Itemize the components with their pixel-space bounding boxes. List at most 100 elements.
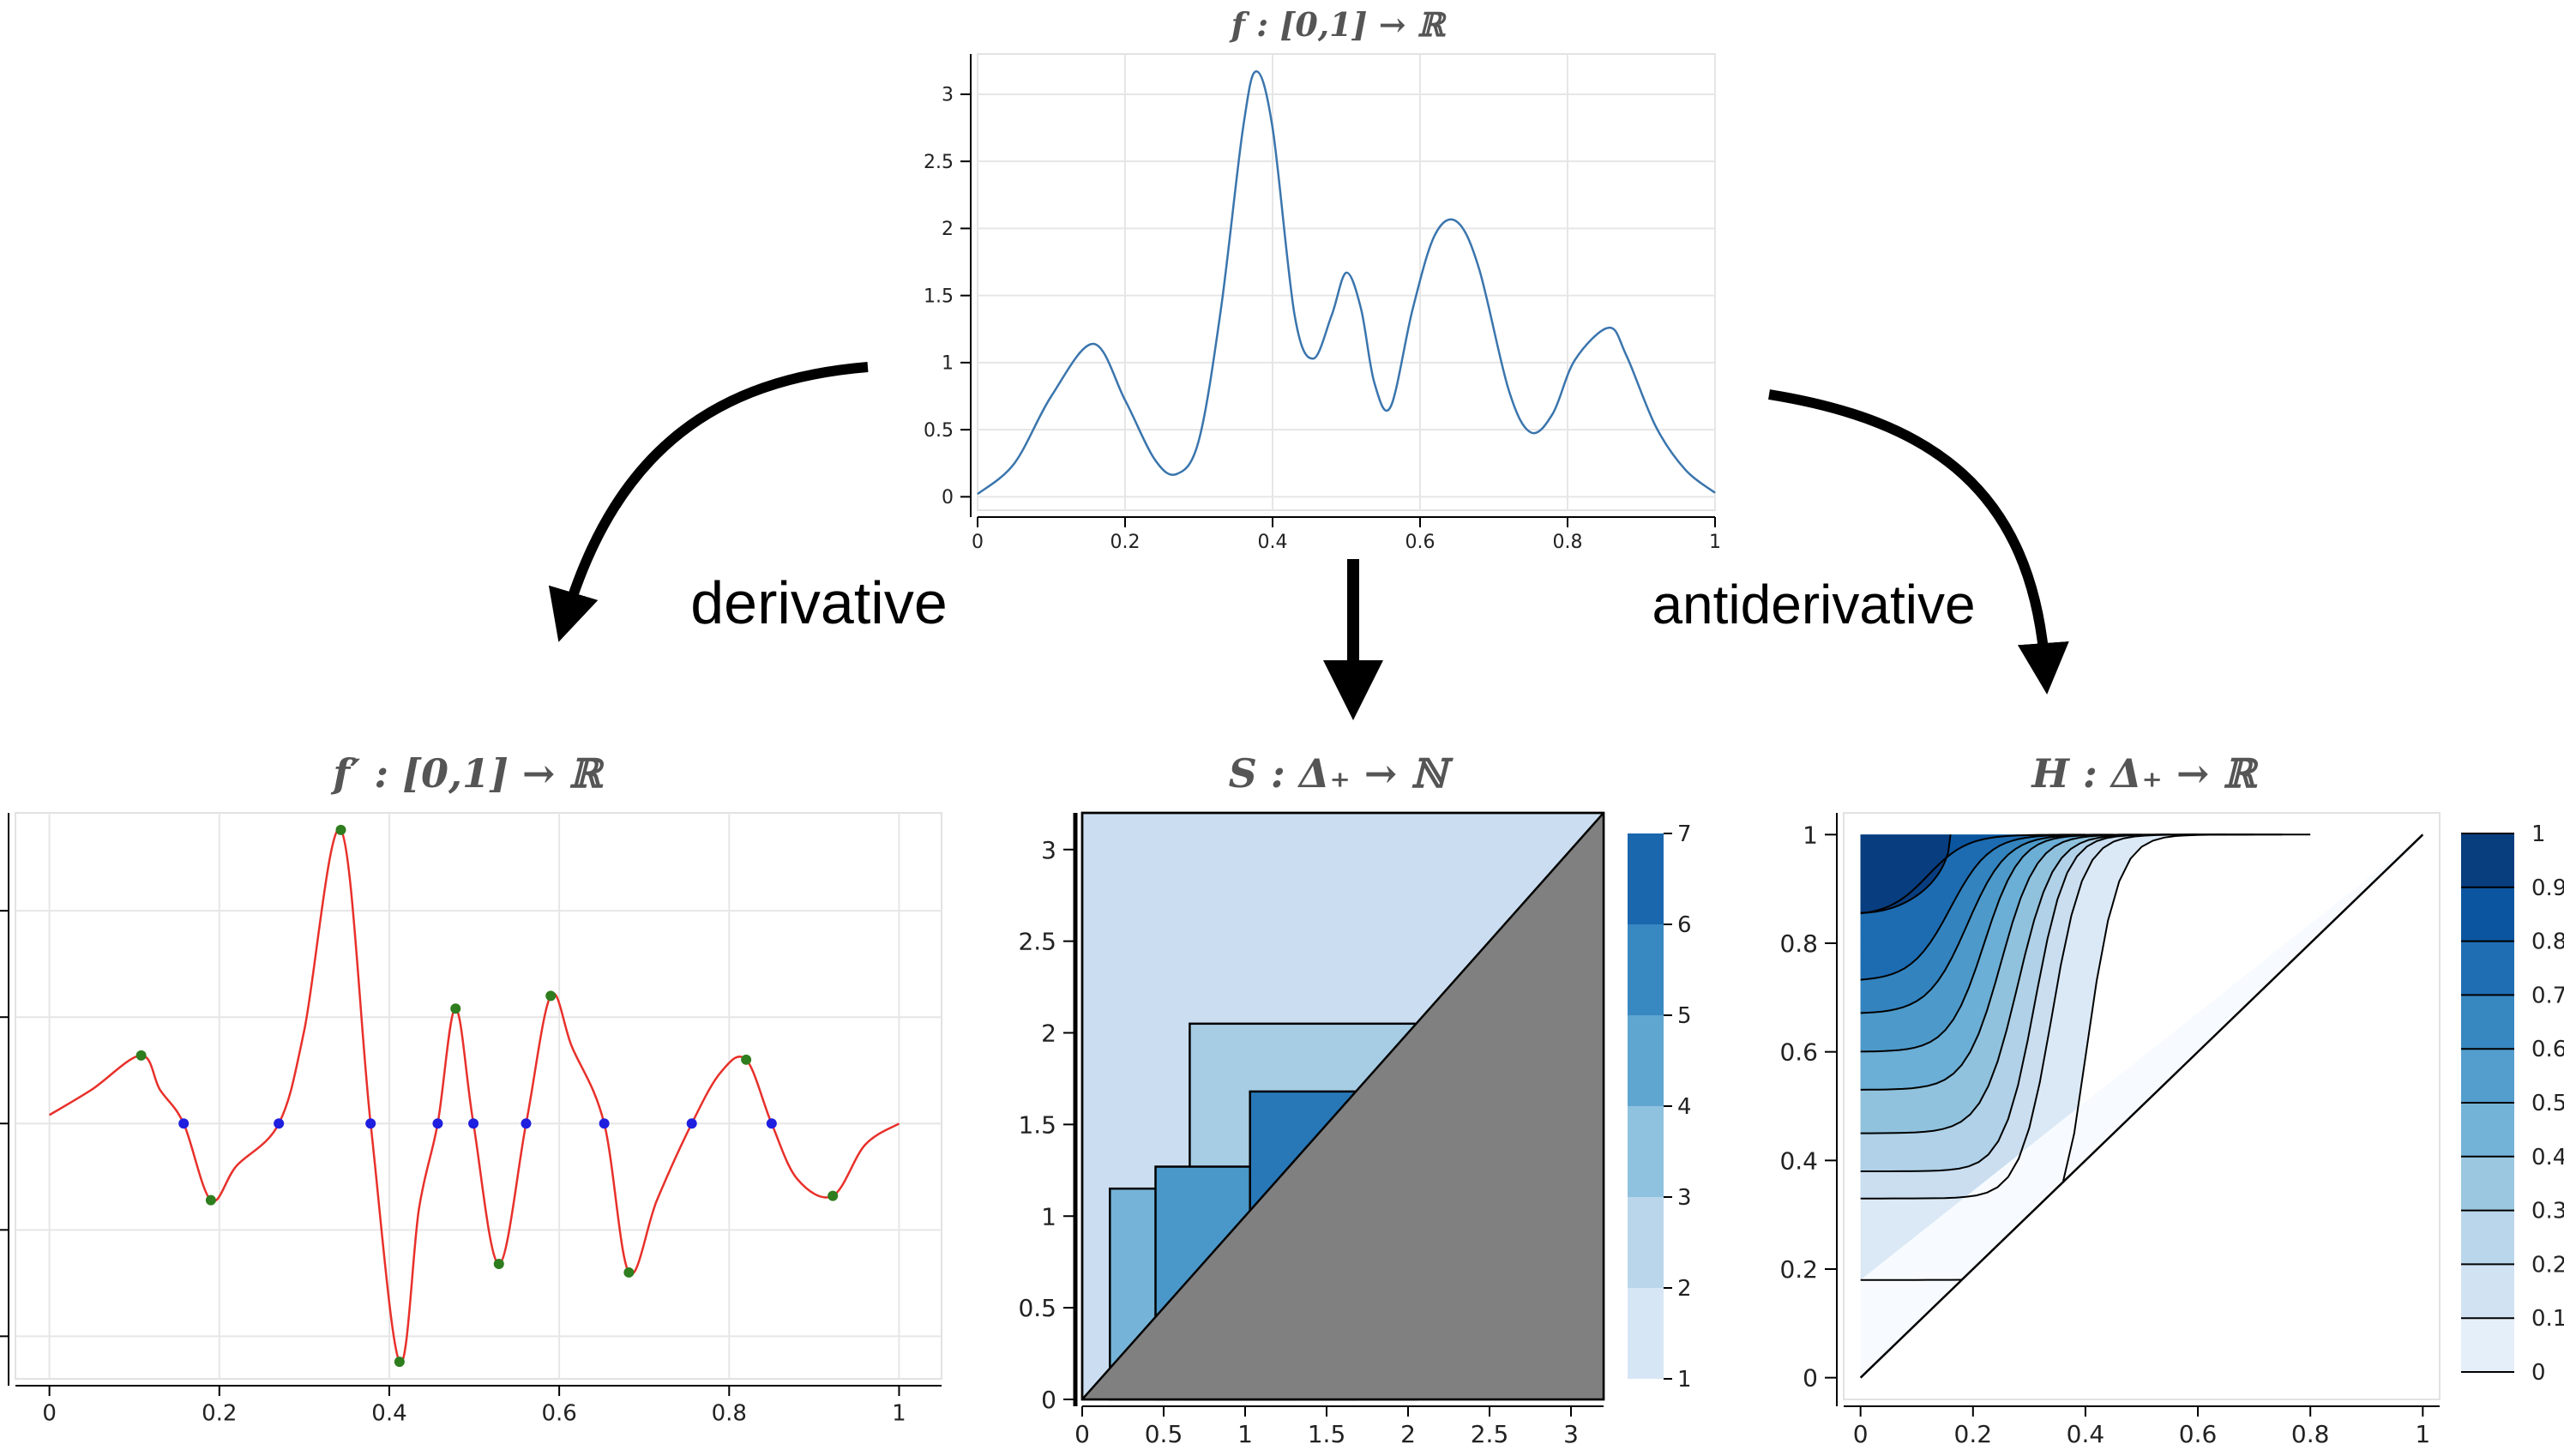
colorbar-tick-label: 0.5 [2531, 1091, 2564, 1116]
colorbar-tick-label: 0.9 [2531, 875, 2564, 901]
x-tick-label: 0.4 [371, 1401, 406, 1427]
chart-f-prime: 0 0.2 0.4 0.6 0.8 1 [0, 812, 942, 1427]
y-tick-label: 2.5 [1018, 928, 1056, 956]
colorbar-band [2461, 887, 2514, 942]
title-f-prime: f′ : [0,1] → ℝ [330, 750, 605, 797]
x-tick-label: 3 [1563, 1420, 1579, 1448]
contour-band [1860, 834, 1951, 1378]
colorbar: 0 0.1 0.2 0.3 0.4 0.5 0.6 0.7 0.8 0.9 1 [2461, 821, 2564, 1386]
extremum-point [335, 824, 346, 835]
x-tick-label: 0.8 [712, 1401, 747, 1427]
f-curve [977, 70, 1716, 496]
x-tick-label: 1 [1237, 1420, 1253, 1448]
extremum-point [493, 1259, 504, 1270]
extremum-point [741, 1054, 752, 1065]
critical-point [686, 1118, 697, 1129]
critical-point [178, 1118, 190, 1129]
chart-f: 0 0.2 0.4 0.6 0.8 1 0 0.5 1 1.5 2 2.5 3 [924, 53, 1721, 553]
axes: 0 0.2 0.4 0.6 0.8 1 0 0.2 0.4 0.6 0.8 1 [1779, 813, 2440, 1448]
colorbar-band [2461, 1318, 2514, 1372]
x-tick-label: 0.6 [541, 1401, 576, 1427]
y-tick-label: 1 [942, 353, 954, 375]
colorbar-tick-label: 0.2 [2531, 1252, 2564, 1278]
colorbar-band [1628, 1106, 1664, 1197]
f-prime-curve [48, 827, 900, 1364]
y-tick-label: 0.8 [1779, 930, 1818, 958]
colorbar-band [2461, 995, 2514, 1050]
colorbar-band [2461, 1049, 2514, 1103]
x-tick-label: 0.8 [2291, 1420, 2330, 1448]
colorbar-band [1628, 833, 1664, 924]
y-tick-label: 1.5 [924, 286, 954, 307]
x-tick-label: 1 [1709, 532, 1721, 553]
x-tick-label: 1 [2415, 1420, 2430, 1448]
diagonal-line [1859, 833, 2424, 1379]
extremum-point [828, 1190, 839, 1201]
colorbar: 1 2 3 4 5 6 7 [1628, 821, 1692, 1393]
y-tick-label: 0.4 [1779, 1146, 1818, 1175]
x-tick-label: 0.6 [2179, 1420, 2218, 1448]
colorbar-band [2461, 833, 2514, 887]
x-tick-label: 0.5 [1145, 1420, 1183, 1448]
x-tick-label: 1.5 [1308, 1420, 1346, 1448]
y-tick-label: 1 [1803, 821, 1818, 849]
critical-point [468, 1118, 479, 1129]
critical-point [274, 1118, 285, 1129]
colorbar-tick-label: 1 [2531, 821, 2546, 847]
colorbar-band [2461, 941, 2514, 996]
colorbar-tick-label: 2 [1677, 1276, 1692, 1302]
x-tick-label: 0.2 [1954, 1420, 1993, 1448]
x-tick-label: 0 [1853, 1420, 1869, 1448]
extremum-point [450, 1003, 461, 1014]
axes: 0 0.2 0.4 0.6 0.8 1 0 0.5 1 1.5 2 2.5 3 [924, 54, 1721, 553]
critical-point [766, 1118, 777, 1129]
colorbar-tick-label: 3 [1677, 1185, 1692, 1211]
extremum-point [623, 1266, 635, 1278]
colorbar-tick-label: 0 [2531, 1360, 2546, 1386]
y-tick-label: 0.5 [924, 420, 954, 442]
colorbar-tick-label: 0.1 [2531, 1306, 2564, 1332]
y-tick-label: 1 [1041, 1202, 1056, 1230]
y-tick-label: 2 [1041, 1020, 1056, 1048]
y-tick-label: 2.5 [924, 152, 954, 173]
axes: 0 0.2 0.4 0.6 0.8 1 [8, 813, 942, 1427]
critical-point [365, 1118, 376, 1129]
x-tick-label: 0.8 [1553, 532, 1583, 553]
diagonal-line [1081, 812, 1604, 1400]
y-tick-label: 3 [942, 85, 954, 106]
colorbar-tick-label: 4 [1677, 1094, 1692, 1120]
critical-point [521, 1118, 532, 1129]
plot-frame [15, 812, 942, 1380]
axes: 0 0.5 1 1.5 2 2.5 3 0 0.5 1 1.5 2 2.5 3 [1018, 813, 1604, 1448]
extremum-point [394, 1357, 405, 1368]
x-tick-label: 0.2 [202, 1401, 237, 1427]
y-tick-label: 0.2 [1779, 1255, 1818, 1284]
y-tick-label: 0.6 [1779, 1038, 1818, 1067]
colorbar-tick-label: 0.4 [2531, 1145, 2564, 1170]
critical-point [432, 1118, 443, 1129]
contour-line [1860, 833, 2311, 1281]
title-f: f : [0,1] → ℝ [1229, 5, 1448, 44]
y-tick-label: 0 [942, 487, 954, 508]
label-antiderivative: antiderivative [1652, 574, 1975, 635]
colorbar-tick-label: 0.6 [2531, 1037, 2564, 1062]
contour-band [1860, 834, 2142, 1378]
y-tick-label: 2 [942, 219, 954, 240]
x-tick-label: 1 [892, 1401, 906, 1427]
extremum-point [135, 1050, 147, 1061]
colorbar-band [1628, 924, 1664, 1015]
contour-line [1860, 834, 1952, 914]
plot-frame [1843, 812, 2441, 1400]
x-tick-label: 0 [42, 1401, 57, 1427]
colorbar-band [1628, 1197, 1664, 1288]
colorbar-tick-label: 5 [1677, 1003, 1692, 1029]
colorbar-band [2461, 1103, 2514, 1157]
colorbar-band [2461, 1210, 2514, 1265]
title-h: H : Δ₊ → ℝ [2030, 750, 2259, 797]
title-s: S : Δ₊ → ℕ [1229, 750, 1454, 797]
x-tick-label: 0.4 [1258, 532, 1288, 553]
label-derivative: derivative [690, 569, 948, 636]
critical-point [599, 1118, 610, 1129]
colorbar-tick-label: 0.7 [2531, 983, 2564, 1008]
